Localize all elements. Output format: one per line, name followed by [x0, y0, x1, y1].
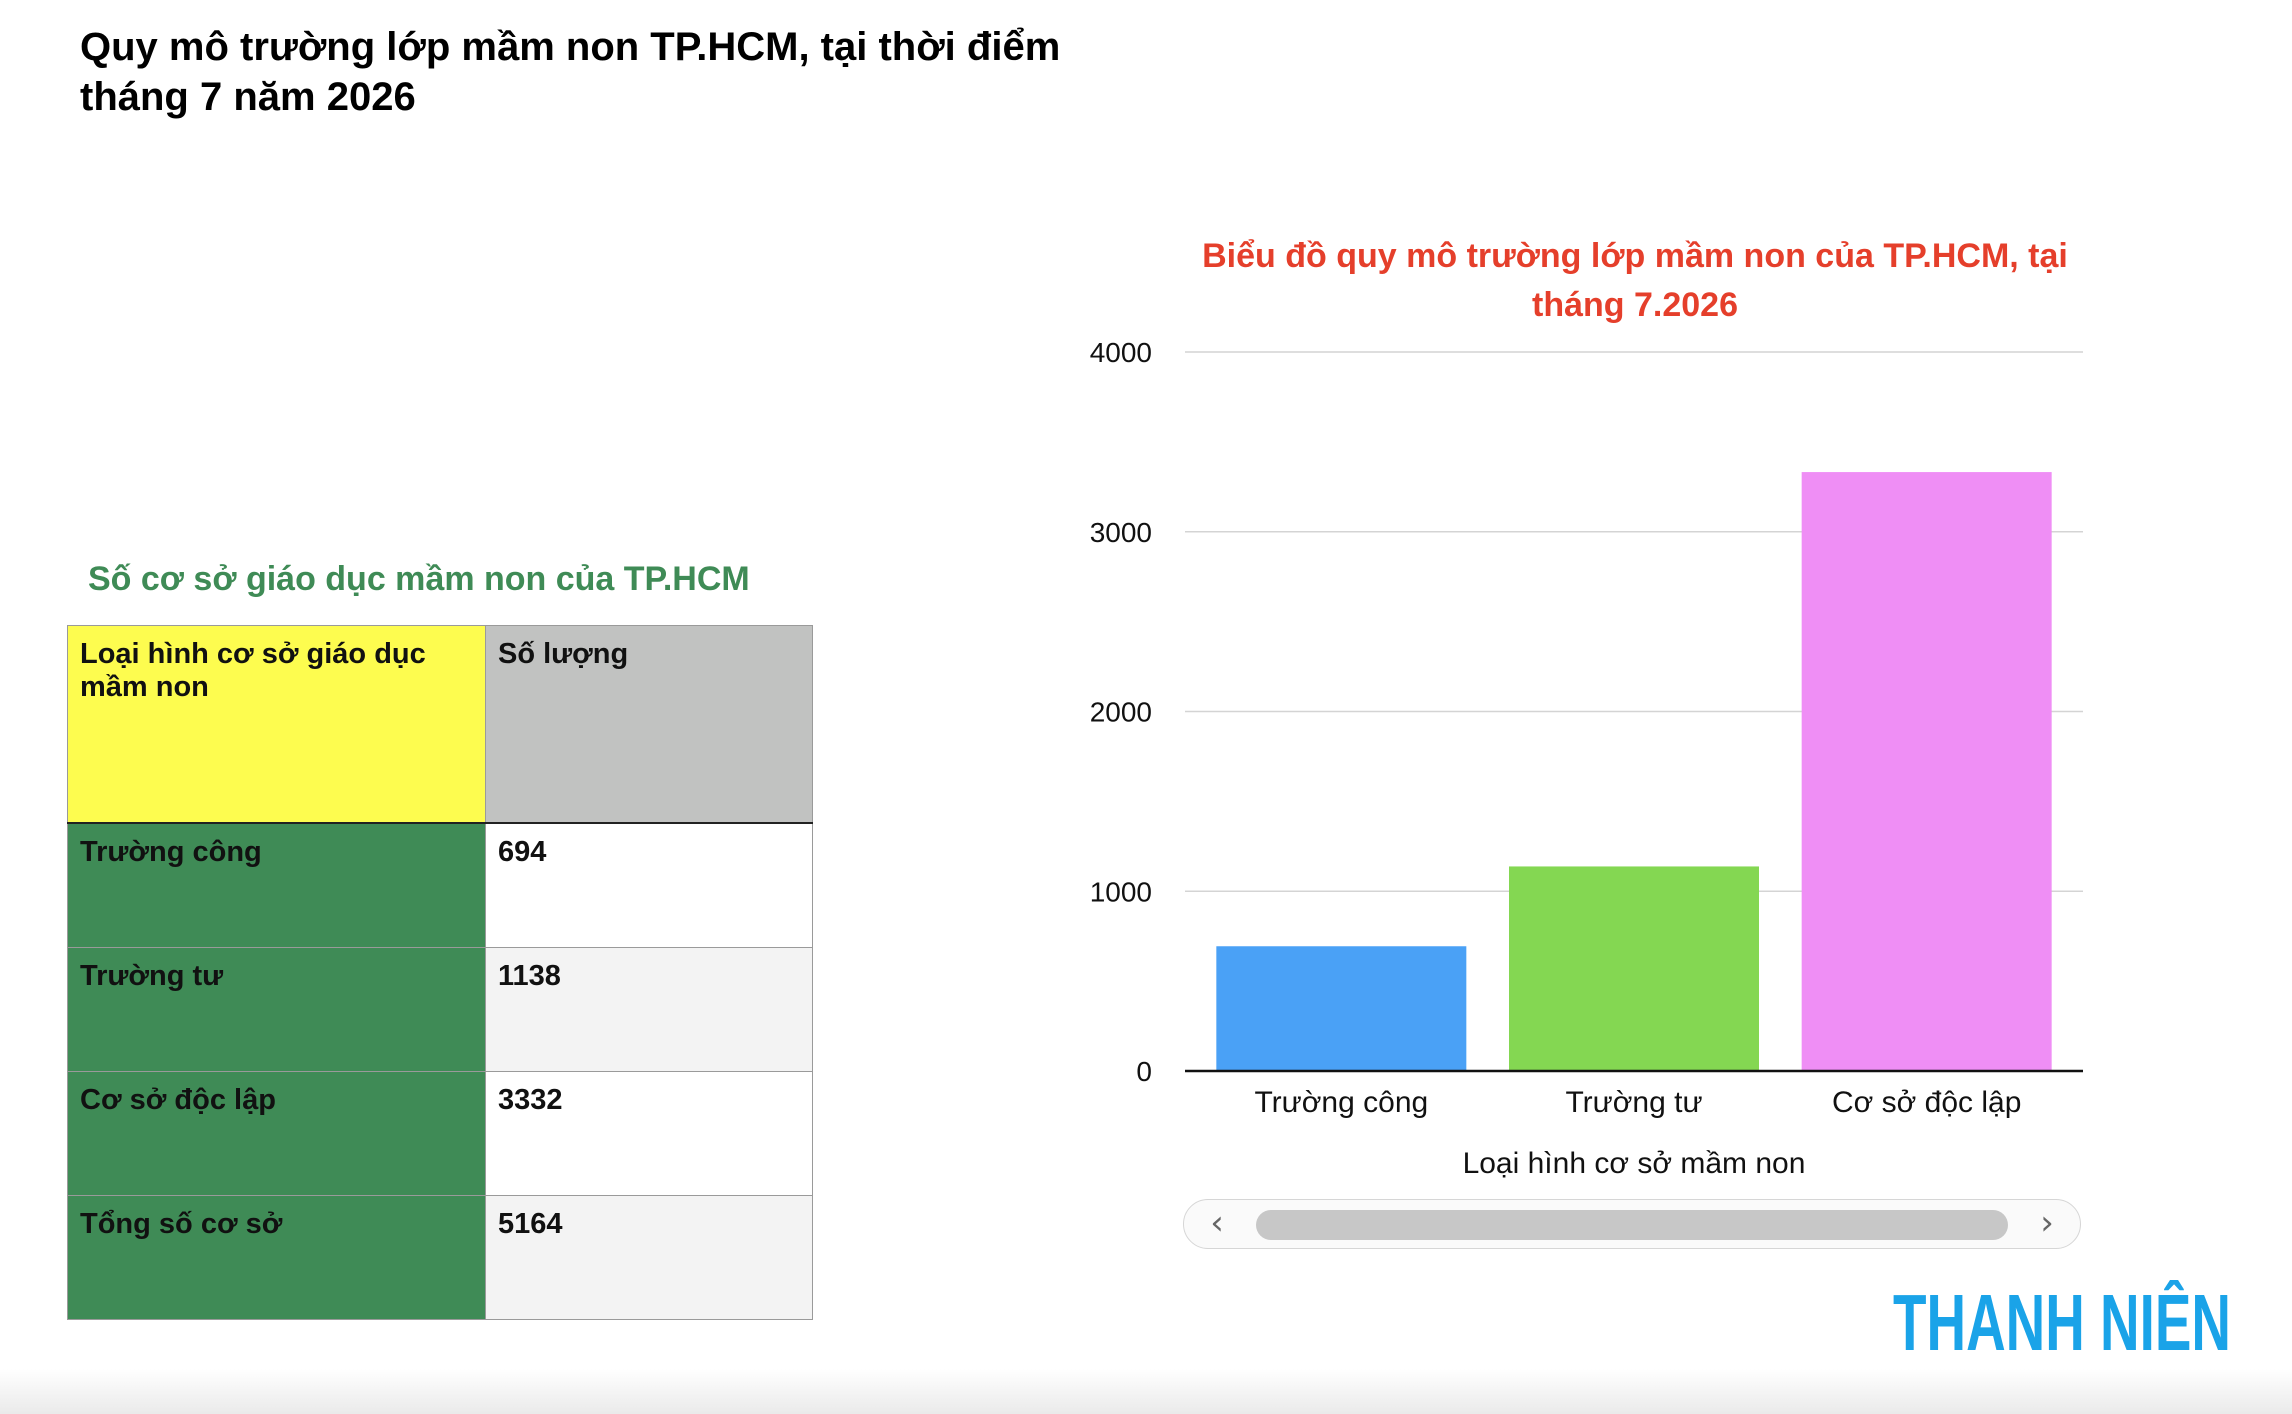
x-tick-label: Trường công: [1254, 1086, 1428, 1119]
row-value: 1138: [485, 947, 813, 1072]
bar: [1801, 472, 2052, 1071]
thanh-nien-logo: THANH NIÊN: [1890, 1278, 2234, 1367]
row-label: Cơ sở độc lập: [67, 1071, 486, 1196]
bottom-shadow: [0, 1369, 2292, 1414]
x-axis-title: Loại hình cơ sở mầm non: [1463, 1147, 1806, 1180]
row-label: Tổng số cơ sở: [67, 1195, 486, 1320]
chevron-left-icon[interactable]: ‹: [1210, 1203, 1224, 1243]
table-title: Số cơ sở giáo dục mầm non của TP.HCM: [88, 560, 750, 598]
y-tick-label: 1000: [1090, 876, 1152, 907]
row-value: 3332: [485, 1071, 813, 1196]
table-header-count: Số lượng: [485, 625, 813, 824]
y-tick-label: 3000: [1090, 517, 1152, 548]
y-tick-label: 2000: [1090, 697, 1152, 728]
y-tick-label: 4000: [1090, 337, 1152, 368]
page-title: Quy mô trường lớp mầm non TP.HCM, tại th…: [80, 25, 1061, 119]
x-tick-label: Cơ sở độc lập: [1832, 1086, 2021, 1119]
logo-text: THANH NIÊN: [1893, 1280, 2231, 1358]
row-label: Trường tư: [67, 947, 486, 1072]
data-table: Loại hình cơ sở giáo dục mầm non Số lượn…: [67, 625, 813, 1320]
chevron-right-icon[interactable]: ›: [2040, 1203, 2054, 1243]
row-value: 5164: [485, 1195, 813, 1320]
scroll-thumb[interactable]: [1256, 1210, 2008, 1240]
chart-title: Biểu đồ quy mô trường lớp mầm non của TP…: [1202, 237, 2068, 324]
bar: [1216, 946, 1467, 1071]
chart-scrollbar[interactable]: ‹ ›: [1183, 1199, 2081, 1249]
row-label: Trường công: [67, 822, 486, 948]
table-row: Trường công 694: [67, 822, 813, 948]
table-row: Cơ sở độc lập 3332: [67, 1071, 813, 1196]
table-row: Trường tư 1138: [67, 947, 813, 1072]
x-tick-label: Trường tư: [1565, 1086, 1702, 1119]
y-tick-label: 0: [1136, 1056, 1152, 1087]
bar: [1509, 866, 1759, 1071]
table-row: Tổng số cơ sở 5164: [67, 1195, 813, 1320]
table-header-row: Loại hình cơ sở giáo dục mầm non Số lượn…: [67, 625, 813, 824]
